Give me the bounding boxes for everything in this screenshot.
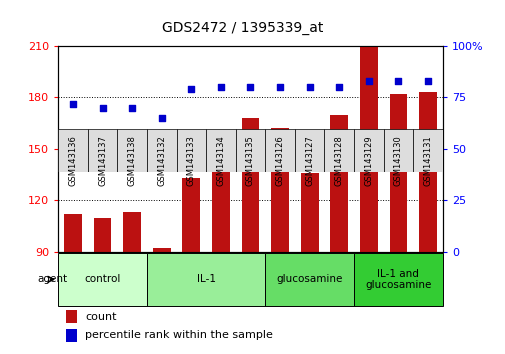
Bar — [300, 173, 318, 252]
FancyBboxPatch shape — [324, 129, 353, 172]
Bar — [359, 46, 377, 252]
Text: IL-1 and
glucosamine: IL-1 and glucosamine — [365, 269, 431, 290]
Bar — [66, 310, 77, 323]
Text: agent: agent — [37, 274, 68, 284]
Point — [69, 101, 77, 107]
FancyBboxPatch shape — [354, 129, 383, 172]
FancyBboxPatch shape — [235, 129, 265, 172]
FancyBboxPatch shape — [176, 129, 206, 172]
FancyBboxPatch shape — [146, 253, 265, 306]
FancyBboxPatch shape — [117, 129, 146, 172]
FancyBboxPatch shape — [294, 129, 324, 172]
Text: GSM143132: GSM143132 — [157, 136, 166, 186]
Point — [334, 84, 342, 90]
Bar — [418, 92, 436, 252]
Point — [364, 78, 372, 84]
Text: GSM143134: GSM143134 — [216, 136, 225, 186]
Point — [98, 105, 107, 110]
Text: GSM143128: GSM143128 — [334, 136, 343, 186]
Bar — [153, 249, 170, 252]
Bar — [212, 161, 229, 252]
Bar — [330, 115, 347, 252]
FancyBboxPatch shape — [206, 129, 235, 172]
Point — [393, 78, 401, 84]
FancyBboxPatch shape — [87, 129, 117, 172]
Text: GSM143129: GSM143129 — [364, 136, 373, 186]
Bar — [93, 218, 111, 252]
Text: count: count — [85, 312, 116, 322]
Text: GDS2472 / 1395339_at: GDS2472 / 1395339_at — [162, 21, 323, 35]
Text: GSM143136: GSM143136 — [68, 136, 77, 187]
Bar — [241, 118, 259, 252]
Bar — [271, 129, 288, 252]
FancyBboxPatch shape — [58, 253, 146, 306]
Text: GSM143127: GSM143127 — [305, 136, 314, 186]
Bar — [123, 212, 141, 252]
Text: GSM143137: GSM143137 — [98, 136, 107, 187]
Bar — [66, 329, 77, 342]
FancyBboxPatch shape — [383, 129, 413, 172]
Bar — [389, 94, 407, 252]
FancyBboxPatch shape — [265, 253, 354, 306]
Point — [305, 84, 313, 90]
FancyBboxPatch shape — [146, 129, 176, 172]
Point — [128, 105, 136, 110]
Text: GSM143138: GSM143138 — [127, 136, 136, 187]
Text: glucosamine: glucosamine — [276, 274, 342, 284]
Point — [187, 86, 195, 92]
Text: IL-1: IL-1 — [196, 274, 215, 284]
FancyBboxPatch shape — [265, 129, 294, 172]
Text: GSM143131: GSM143131 — [423, 136, 432, 186]
FancyBboxPatch shape — [354, 253, 442, 306]
Point — [275, 84, 283, 90]
Point — [217, 84, 225, 90]
Point — [158, 115, 166, 121]
Text: GSM143130: GSM143130 — [393, 136, 402, 186]
Bar — [64, 214, 82, 252]
Text: GSM143135: GSM143135 — [245, 136, 255, 186]
Text: control: control — [84, 274, 121, 284]
FancyBboxPatch shape — [413, 129, 442, 172]
Point — [423, 78, 431, 84]
FancyBboxPatch shape — [58, 129, 87, 172]
Text: GSM143126: GSM143126 — [275, 136, 284, 186]
Text: GSM143133: GSM143133 — [186, 136, 195, 187]
Point — [246, 84, 254, 90]
Text: percentile rank within the sample: percentile rank within the sample — [85, 330, 272, 340]
Bar — [182, 178, 200, 252]
